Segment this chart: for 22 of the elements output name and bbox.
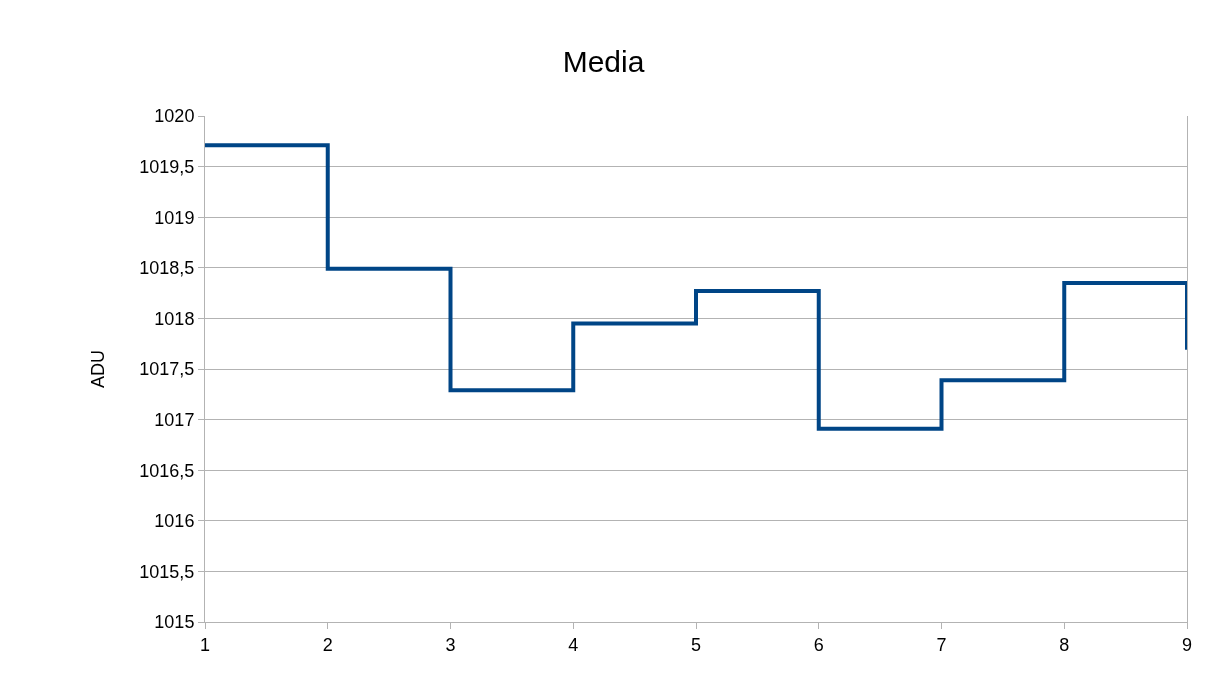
y-tick-label: 1017 — [154, 409, 195, 430]
y-tick-label: 1016 — [154, 511, 195, 532]
y-tick-label: 1019,5 — [139, 156, 195, 177]
y-tick-label: 1018 — [154, 308, 195, 329]
x-tick-label: 5 — [690, 634, 702, 655]
y-tick-label: 1015,5 — [139, 561, 195, 582]
y-tick-label: 1020 — [154, 106, 195, 127]
y-axis-title: ADU — [87, 349, 108, 389]
x-tick-label: 6 — [813, 634, 824, 655]
x-tick-label: 4 — [568, 634, 579, 655]
x-tick-label: 7 — [936, 634, 947, 655]
chart-title: Media — [562, 44, 645, 78]
x-tick-label: 8 — [1059, 634, 1070, 655]
y-tick-label: 1018,5 — [139, 258, 195, 279]
y-tick-label: 1017,5 — [139, 359, 195, 380]
x-tick-label: 9 — [1181, 634, 1193, 655]
y-tick-label: 1016,5 — [139, 460, 195, 481]
x-tick-label: 1 — [199, 634, 211, 655]
x-tick-label: 2 — [322, 634, 333, 655]
y-tick-label: 1019 — [154, 207, 195, 228]
x-tick-label: 3 — [445, 634, 456, 655]
y-tick-label: 1015 — [154, 612, 195, 633]
